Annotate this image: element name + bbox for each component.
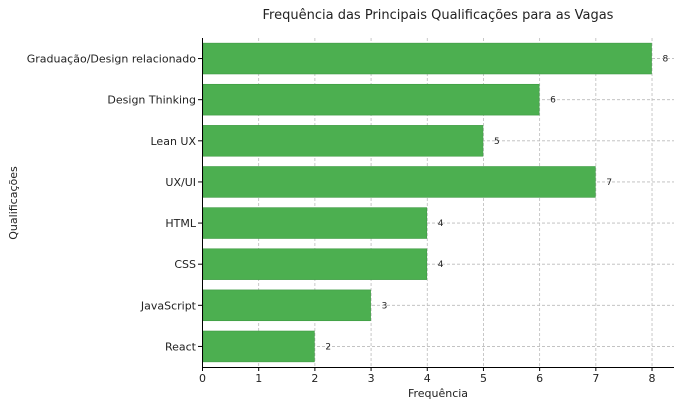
bar bbox=[202, 330, 315, 363]
bar-value-label: 6 bbox=[550, 96, 556, 106]
y-tick-label: JavaScript bbox=[140, 299, 197, 312]
y-tick-label: Lean UX bbox=[151, 135, 197, 148]
y-ticks: Graduação/Design relacionado Design Think… bbox=[27, 53, 202, 353]
bar bbox=[202, 83, 540, 116]
bar bbox=[202, 42, 652, 75]
bars-layer bbox=[202, 42, 652, 363]
y-tick-label: UX/UI bbox=[165, 176, 196, 189]
x-tick-label: 2 bbox=[311, 372, 318, 385]
y-tick-label: Graduação/Design relacionado bbox=[27, 53, 197, 66]
x-ticks: 0 1 2 3 4 5 6 7 8 bbox=[199, 367, 656, 385]
y-axis-label: Qualificações bbox=[7, 166, 20, 240]
x-tick-label: 5 bbox=[480, 372, 487, 385]
bar-value-label: 4 bbox=[438, 219, 444, 229]
x-tick-label: 7 bbox=[592, 372, 599, 385]
x-axis-label: Frequência bbox=[408, 387, 468, 400]
x-tick-label: 1 bbox=[255, 372, 262, 385]
bar-value-label: 4 bbox=[438, 260, 444, 270]
x-tick-label: 3 bbox=[368, 372, 375, 385]
x-tick-label: 6 bbox=[536, 372, 543, 385]
y-tick-label: React bbox=[165, 340, 197, 353]
bar-value-label: 8 bbox=[663, 55, 669, 65]
y-tick-label: Design Thinking bbox=[107, 94, 196, 107]
bar-value-label: 3 bbox=[382, 301, 388, 311]
y-tick-label: CSS bbox=[174, 258, 196, 271]
x-tick-label: 0 bbox=[199, 372, 206, 385]
data-labels: 8 6 5 7 4 4 3 2 bbox=[325, 55, 668, 353]
bar-value-label: 2 bbox=[325, 342, 331, 352]
y-tick-label: HTML bbox=[165, 217, 196, 230]
bar bbox=[202, 125, 484, 157]
chart-title: Frequência das Principais Qualificações … bbox=[263, 8, 614, 23]
bar bbox=[202, 289, 371, 322]
x-tick-label: 8 bbox=[649, 372, 656, 385]
bar bbox=[202, 248, 428, 280]
bar bbox=[202, 207, 428, 239]
x-tick-label: 4 bbox=[424, 372, 431, 385]
bar-value-label: 5 bbox=[494, 137, 500, 147]
bar bbox=[202, 166, 596, 198]
bar-value-label: 7 bbox=[606, 178, 612, 188]
